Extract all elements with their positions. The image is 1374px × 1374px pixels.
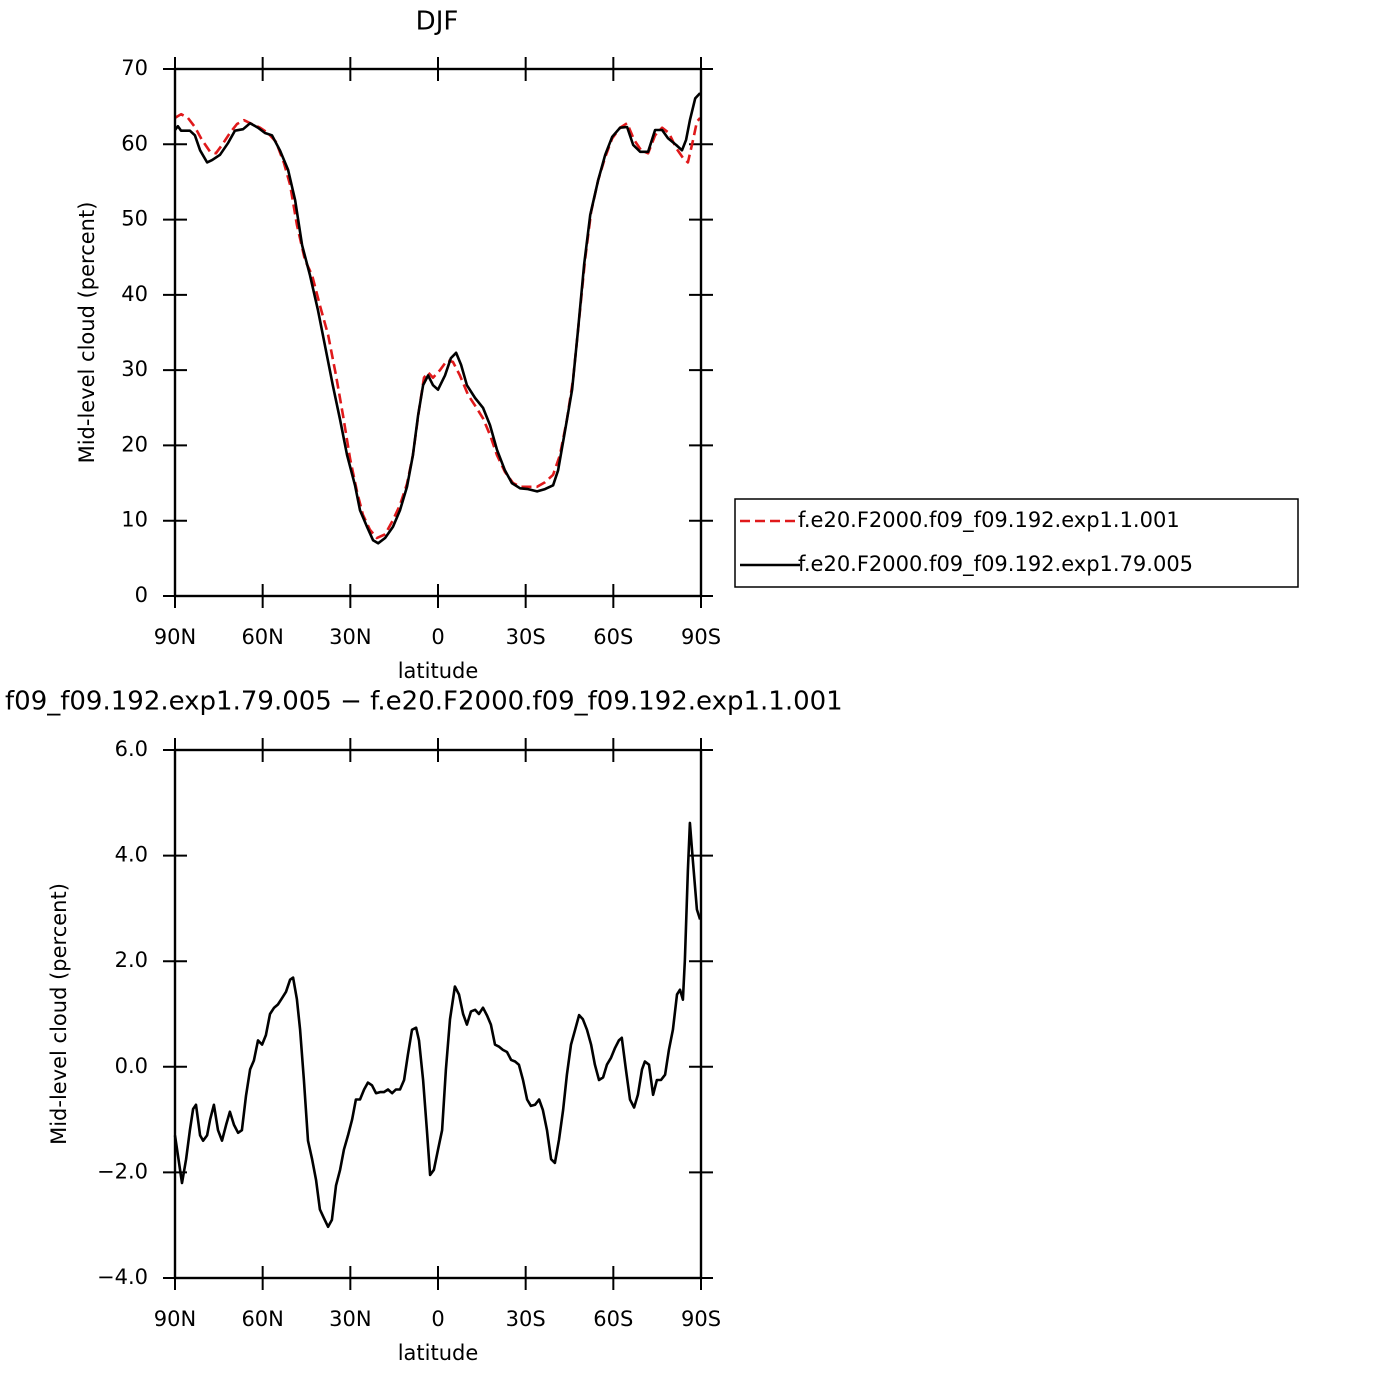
y-tick-label: 4.0 [115,843,148,867]
y-axis-label: Mid-level cloud (percent) [47,883,71,1145]
x-tick-label: 30N [329,1307,371,1331]
chart-title: f09_f09.192.exp1.79.005 − f.e20.F2000.f0… [5,687,843,717]
x-tick-label: 0 [431,625,444,649]
x-axis-label: latitude [398,659,479,683]
y-tick-label: 30 [121,357,148,381]
x-tick-label: 90S [681,625,721,649]
y-axis-label: Mid-level cloud (percent) [75,202,99,464]
y-tick-label: −4.0 [97,1265,148,1289]
y-tick-label: 70 [121,56,148,80]
x-tick-label: 60N [241,1307,283,1331]
y-tick-label: −2.0 [97,1159,148,1183]
x-tick-label: 60N [241,625,283,649]
y-tick-label: 0 [135,583,148,607]
legend-label: f.e20.F2000.f09_f09.192.exp1.79.005 [798,552,1193,577]
data-line [173,821,702,1229]
x-tick-label: 0 [431,1307,444,1331]
x-tick-label: 90N [154,1307,196,1331]
x-tick-label: 30S [506,625,546,649]
plot-frame [173,67,703,598]
chart-title: DJF [416,7,459,37]
data-line [174,112,702,540]
x-tick-label: 90S [681,1307,721,1331]
x-tick-label: 60S [593,625,633,649]
data-line [173,92,702,545]
x-tick-label: 30N [329,625,371,649]
y-tick-label: 6.0 [115,737,148,761]
x-axis-label: latitude [398,1341,479,1365]
plot-frame [173,748,703,1280]
y-tick-label: 2.0 [115,948,148,972]
x-tick-label: 90N [154,625,196,649]
y-tick-label: 60 [121,131,148,155]
y-tick-label: 0.0 [115,1054,148,1078]
y-tick-label: 20 [121,432,148,456]
y-tick-label: 50 [121,207,148,231]
y-tick-label: 40 [121,282,148,306]
legend-label: f.e20.F2000.f09_f09.192.exp1.1.001 [798,508,1180,533]
x-tick-label: 30S [506,1307,546,1331]
legend-box [734,498,1299,588]
y-tick-label: 10 [121,508,148,532]
x-tick-label: 60S [593,1307,633,1331]
